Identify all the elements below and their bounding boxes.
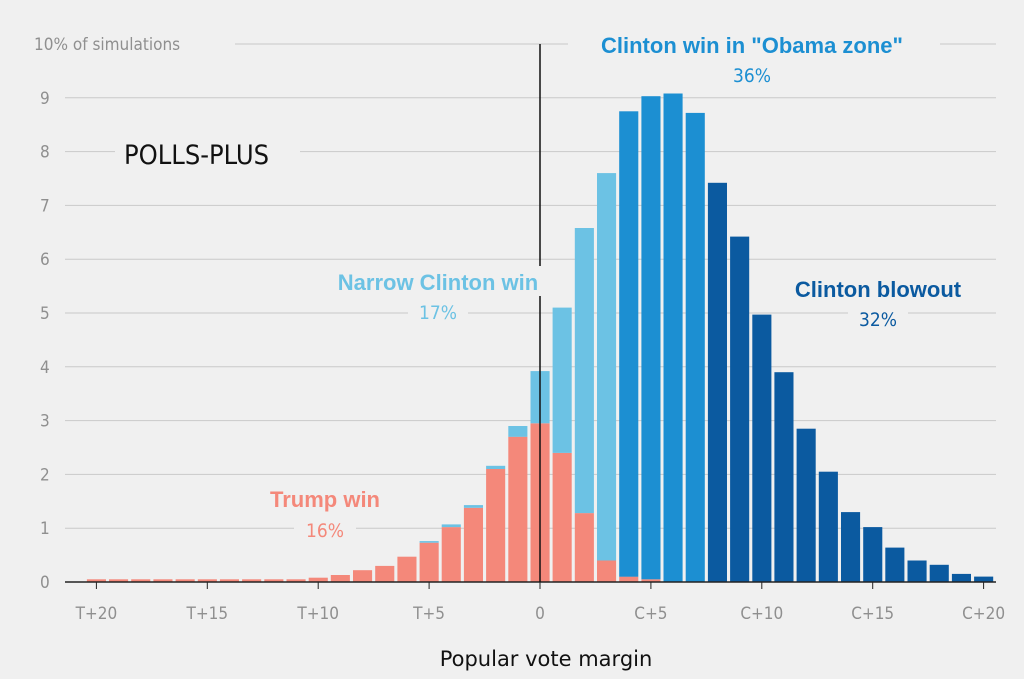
bar bbox=[552, 452, 572, 582]
bar bbox=[86, 579, 106, 582]
bar bbox=[131, 579, 151, 582]
bar bbox=[929, 564, 949, 582]
bar bbox=[641, 579, 661, 582]
bar bbox=[818, 471, 838, 582]
bar bbox=[597, 560, 617, 582]
y-tick-label: 0 bbox=[40, 573, 50, 593]
bars bbox=[86, 93, 994, 583]
bar bbox=[752, 314, 772, 582]
bar bbox=[707, 182, 727, 583]
y-tick-label: 6 bbox=[40, 250, 50, 270]
y-tick-label: 1 bbox=[40, 519, 50, 539]
x-tick-label: T+10 bbox=[296, 604, 339, 624]
annotation-narrow-bg bbox=[314, 266, 548, 296]
bar bbox=[885, 547, 905, 582]
annotation-obama-bg bbox=[568, 30, 940, 60]
bar bbox=[441, 524, 461, 528]
annotation-blowout-pct: 32% bbox=[859, 309, 897, 331]
bar bbox=[685, 112, 705, 583]
y-tick-label: 9 bbox=[40, 89, 50, 109]
x-axis-label: Popular vote margin bbox=[440, 647, 653, 671]
x-tick-label: T+15 bbox=[185, 604, 228, 624]
annotation-blowout-title: Clinton blowout bbox=[795, 277, 962, 302]
annotation-trump-pct-bg bbox=[294, 516, 356, 542]
bar bbox=[419, 542, 439, 582]
x-tick-label: C+5 bbox=[634, 604, 667, 624]
bar bbox=[330, 575, 350, 582]
bar bbox=[197, 579, 217, 582]
bar bbox=[463, 505, 483, 508]
annotation-trump-pct: 16% bbox=[306, 520, 344, 542]
bar bbox=[419, 541, 439, 543]
bar bbox=[397, 556, 417, 582]
y-tick-label: 5 bbox=[40, 304, 50, 324]
bar bbox=[841, 512, 861, 582]
bar bbox=[486, 465, 506, 469]
x-tick-label: C+20 bbox=[962, 604, 1005, 624]
bar bbox=[641, 96, 661, 580]
annotation-narrow-pct-bg bbox=[408, 300, 468, 324]
bar bbox=[463, 507, 483, 582]
x-axis-ticks: T+20 T+15 T+10 T+5 0 C+5 C+10 C+15 C+20 bbox=[75, 582, 1005, 624]
annotation-narrow-title: Narrow Clinton win bbox=[338, 270, 538, 295]
y-tick-label: 3 bbox=[40, 412, 50, 432]
x-tick-label: C+10 bbox=[740, 604, 783, 624]
y-tick-label: 2 bbox=[40, 465, 50, 485]
panel-label: POLLS-PLUS bbox=[124, 140, 269, 171]
annotation-trump-title: Trump win bbox=[270, 487, 380, 512]
bar bbox=[974, 576, 994, 582]
bar bbox=[774, 372, 794, 582]
annotation-blowout-bg bbox=[774, 273, 986, 303]
y-tick-label: 7 bbox=[40, 196, 50, 216]
bar bbox=[663, 93, 683, 582]
annotation-trump-bg bbox=[254, 484, 396, 514]
annotation-narrow-pct: 17% bbox=[419, 302, 457, 324]
bar bbox=[375, 565, 395, 582]
bar bbox=[153, 579, 173, 582]
bar bbox=[619, 111, 639, 577]
bar bbox=[552, 307, 572, 453]
bar bbox=[508, 426, 528, 437]
bar bbox=[486, 469, 506, 582]
bar bbox=[441, 527, 461, 582]
bar bbox=[353, 570, 373, 582]
bar bbox=[907, 560, 927, 582]
y-tick-label: 4 bbox=[40, 358, 50, 378]
x-tick-label: C+15 bbox=[851, 604, 894, 624]
bar bbox=[219, 579, 239, 582]
bar bbox=[951, 573, 971, 582]
panel-label-bg bbox=[115, 132, 300, 174]
bar bbox=[264, 579, 284, 582]
bar bbox=[286, 579, 306, 582]
bar bbox=[619, 576, 639, 582]
annotation-obama-title: Clinton win in "Obama zone" bbox=[601, 33, 903, 58]
bar bbox=[574, 513, 594, 582]
annotation-obama-pct: 36% bbox=[733, 65, 771, 87]
y-top-label: 10% of simulations bbox=[34, 35, 180, 55]
bar bbox=[308, 577, 328, 582]
bar bbox=[175, 579, 195, 582]
y-tick-label: 8 bbox=[40, 143, 50, 163]
bar bbox=[574, 228, 594, 514]
x-tick-label: 0 bbox=[535, 604, 545, 624]
bar bbox=[597, 173, 617, 561]
annotation-blowout-pct-bg bbox=[848, 305, 908, 329]
bar bbox=[109, 579, 129, 582]
x-tick-label: T+20 bbox=[75, 604, 118, 624]
bar bbox=[863, 527, 883, 582]
bar bbox=[242, 579, 262, 582]
x-tick-label: T+5 bbox=[412, 604, 445, 624]
bar bbox=[796, 428, 816, 582]
y-axis-ticks: 0 1 2 3 4 5 6 7 8 9 10% of simulations bbox=[34, 35, 180, 593]
bar bbox=[730, 236, 750, 582]
bar bbox=[508, 436, 528, 582]
